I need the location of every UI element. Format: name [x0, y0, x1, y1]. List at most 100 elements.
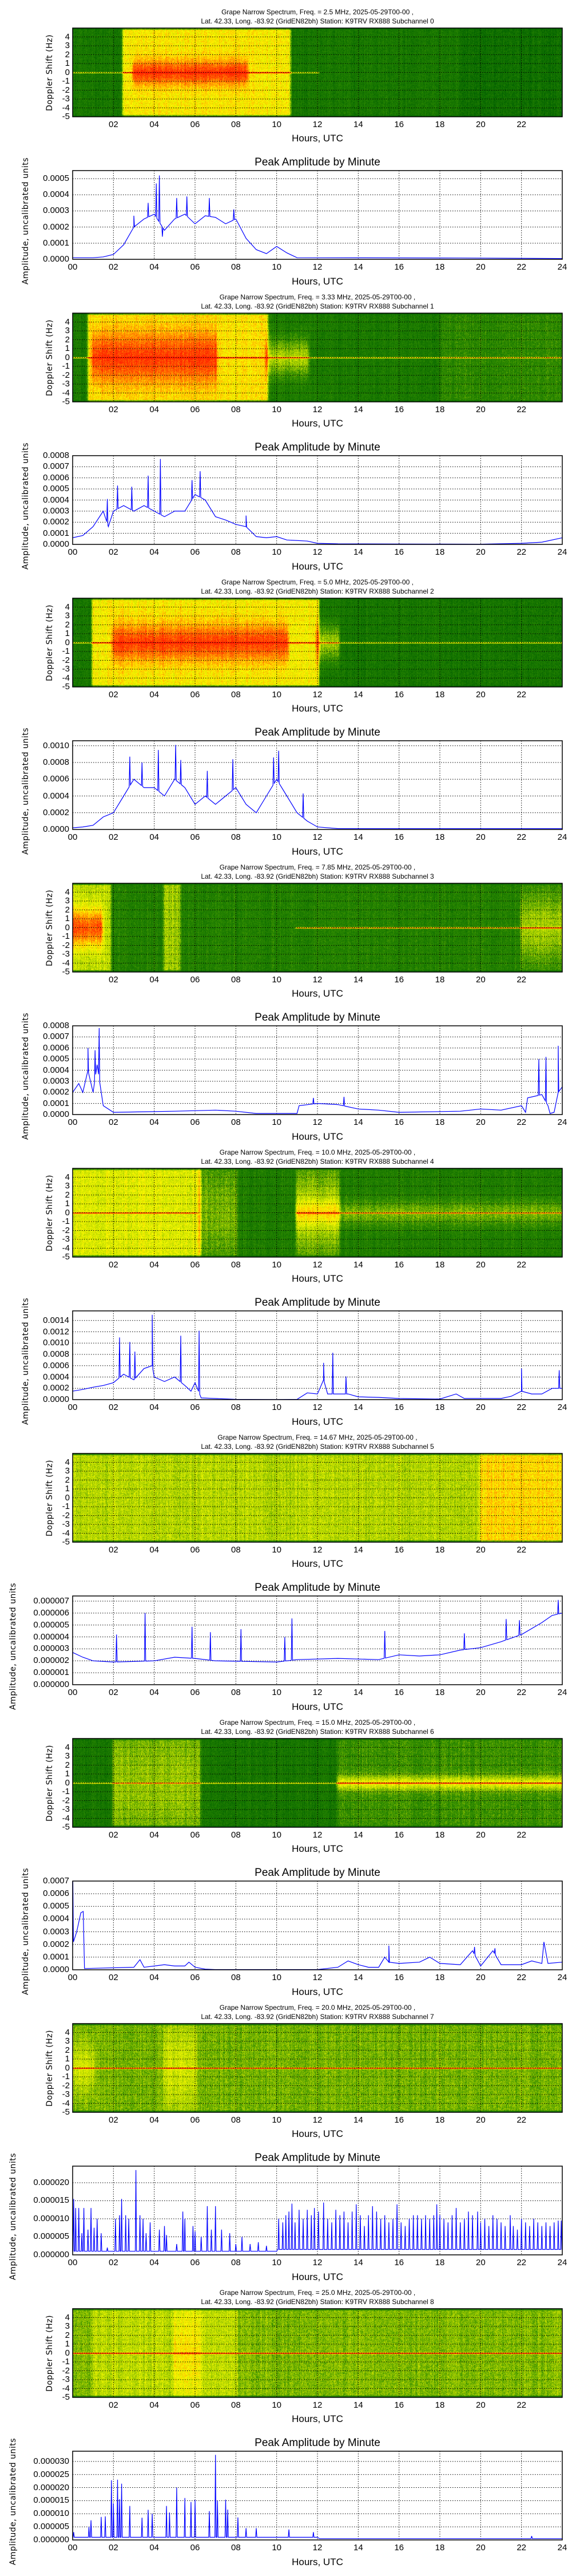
x-tick-label: 20 [475, 2115, 486, 2125]
spectrogram-title-line1: Grape Narrow Spectrum, Freq. = 5.0 MHz, … [221, 578, 414, 586]
spectrogram-title-line2: Lat. 42.33, Long. -83.92 (GridEN82bh) St… [201, 2298, 434, 2306]
x-tick-label: 08 [231, 2400, 241, 2410]
spectrogram-x-axis-label: Hours, UTC [292, 1273, 343, 1284]
amplitude-chart-title: Peak Amplitude by Minute [255, 1297, 380, 1309]
x-tick-label: 14 [353, 1402, 363, 1412]
x-tick-label: 16 [394, 1688, 404, 1697]
x-tick-label: 16 [394, 547, 404, 557]
x-tick-label: 14 [353, 262, 363, 272]
x-tick-label: 10 [272, 1402, 281, 1412]
x-tick-label: 06 [190, 1688, 200, 1697]
y-tick-label: -5 [62, 967, 70, 977]
x-tick-label: 18 [435, 690, 445, 700]
x-tick-label: 18 [435, 1402, 445, 1412]
spectrogram-grid [72, 313, 563, 402]
x-tick-label: 18 [435, 975, 445, 985]
x-tick-label: 18 [435, 405, 445, 414]
channel-panel: Grape Narrow Spectrum, Freq. = 25.0 MHz,… [0, 2281, 572, 2567]
y-tick-label: 0.0006 [43, 774, 69, 784]
y-tick-label: 1 [65, 2339, 70, 2349]
x-tick-label: 18 [435, 2258, 445, 2267]
y-tick-label: 0.0006 [43, 1042, 69, 1053]
y-tick-label: 0.0002 [43, 807, 69, 817]
x-tick-label: 12 [312, 1973, 323, 1982]
x-tick-label: 16 [394, 2258, 404, 2267]
spectrogram-grid [72, 1453, 563, 1543]
amplitude-series-line [72, 1880, 563, 1970]
x-tick-label: 20 [475, 1973, 486, 1982]
x-tick-label: 08 [231, 1117, 241, 1127]
y-tick-label: 2 [65, 619, 70, 630]
y-tick-label: 0.0002 [43, 1383, 69, 1393]
y-tick-label: -4 [62, 2383, 70, 2393]
x-tick-label: 16 [394, 975, 404, 985]
y-tick-label: 1 [65, 1769, 70, 1779]
spectrogram-title-line2: Lat. 42.33, Long. -83.92 (GridEN82bh) St… [201, 17, 434, 25]
x-tick-label: 02 [108, 2258, 118, 2267]
axes-frame [72, 1310, 563, 1400]
x-tick-label: 18 [435, 120, 445, 129]
y-tick-label: -4 [62, 388, 70, 398]
axes-frame [72, 740, 563, 830]
x-tick-label: 16 [394, 120, 404, 129]
x-tick-label: 10 [272, 120, 281, 129]
y-tick-label: 0.0001 [43, 238, 69, 248]
y-tick-label: 3 [65, 611, 70, 621]
x-tick-label: 06 [190, 2115, 200, 2125]
x-tick-label: 02 [108, 975, 118, 985]
y-tick-label: -4 [62, 2098, 70, 2108]
y-tick-label: 1 [65, 914, 70, 923]
spectrogram-y-axis-label: Doppler Shift (Hz) [45, 1459, 54, 1536]
y-tick-label: 0.0006 [43, 472, 69, 483]
y-tick-label: 0.0004 [43, 1065, 69, 1075]
spectrogram-axes [72, 1168, 563, 1258]
y-tick-label: -1 [62, 76, 70, 86]
x-tick-label: 02 [108, 1545, 118, 1555]
axes-frame [72, 883, 563, 973]
x-tick-label: 14 [353, 2115, 363, 2125]
x-tick-label: 22 [517, 1117, 526, 1127]
x-tick-label: 10 [272, 2258, 281, 2267]
axes-frame [72, 2451, 563, 2541]
y-tick-label: 0.000020 [33, 2177, 69, 2187]
x-tick-label: 12 [312, 547, 323, 557]
y-tick-label: -5 [62, 1252, 70, 1262]
x-tick-label: 18 [435, 832, 445, 842]
y-tick-label: 0.0006 [43, 1888, 69, 1899]
y-tick-label: 0.0010 [43, 1338, 69, 1348]
x-tick-label: 06 [190, 262, 200, 272]
amplitude-plot [72, 1595, 563, 1685]
y-tick-label: -3 [62, 949, 70, 959]
x-tick-label: 18 [435, 1545, 445, 1555]
spectrogram-grid [72, 2023, 563, 2113]
x-tick-label: 04 [149, 2258, 159, 2267]
y-tick-label: -5 [62, 2107, 70, 2117]
y-tick-label: -2 [62, 2080, 70, 2091]
y-tick-label: 0.0003 [43, 1076, 69, 1086]
x-tick-label: 08 [231, 1545, 241, 1555]
axes-frame [72, 2308, 563, 2398]
amplitude-axes [72, 1310, 563, 1400]
x-tick-label: 08 [231, 2258, 241, 2267]
y-tick-label: 0.000025 [33, 2469, 69, 2479]
amplitude-y-axis-label: Amplitude, uncalibrated units [21, 727, 30, 855]
x-tick-label: 10 [272, 405, 281, 414]
x-tick-label: 14 [353, 1830, 363, 1840]
y-tick-label: 1 [65, 629, 70, 638]
y-tick-label: 0.000003 [33, 1643, 69, 1654]
axes-frame [72, 1025, 563, 1115]
x-tick-label: 10 [272, 547, 281, 557]
y-tick-label: 0.0007 [43, 461, 69, 472]
x-tick-label: 12 [312, 1830, 323, 1840]
y-tick-label: 0.0004 [43, 791, 69, 801]
x-tick-label: 08 [231, 690, 241, 700]
y-tick-label: 4 [65, 31, 70, 42]
x-tick-label: 00 [67, 1973, 78, 1982]
x-tick-label: 14 [353, 1117, 363, 1127]
y-tick-label: 0 [65, 352, 70, 362]
x-tick-label: 20 [475, 1260, 486, 1270]
y-tick-label: 3 [65, 1181, 70, 1191]
y-tick-label: 0.000010 [33, 2213, 69, 2223]
y-tick-label: 0.0008 [43, 451, 69, 460]
x-tick-label: 02 [108, 120, 118, 129]
